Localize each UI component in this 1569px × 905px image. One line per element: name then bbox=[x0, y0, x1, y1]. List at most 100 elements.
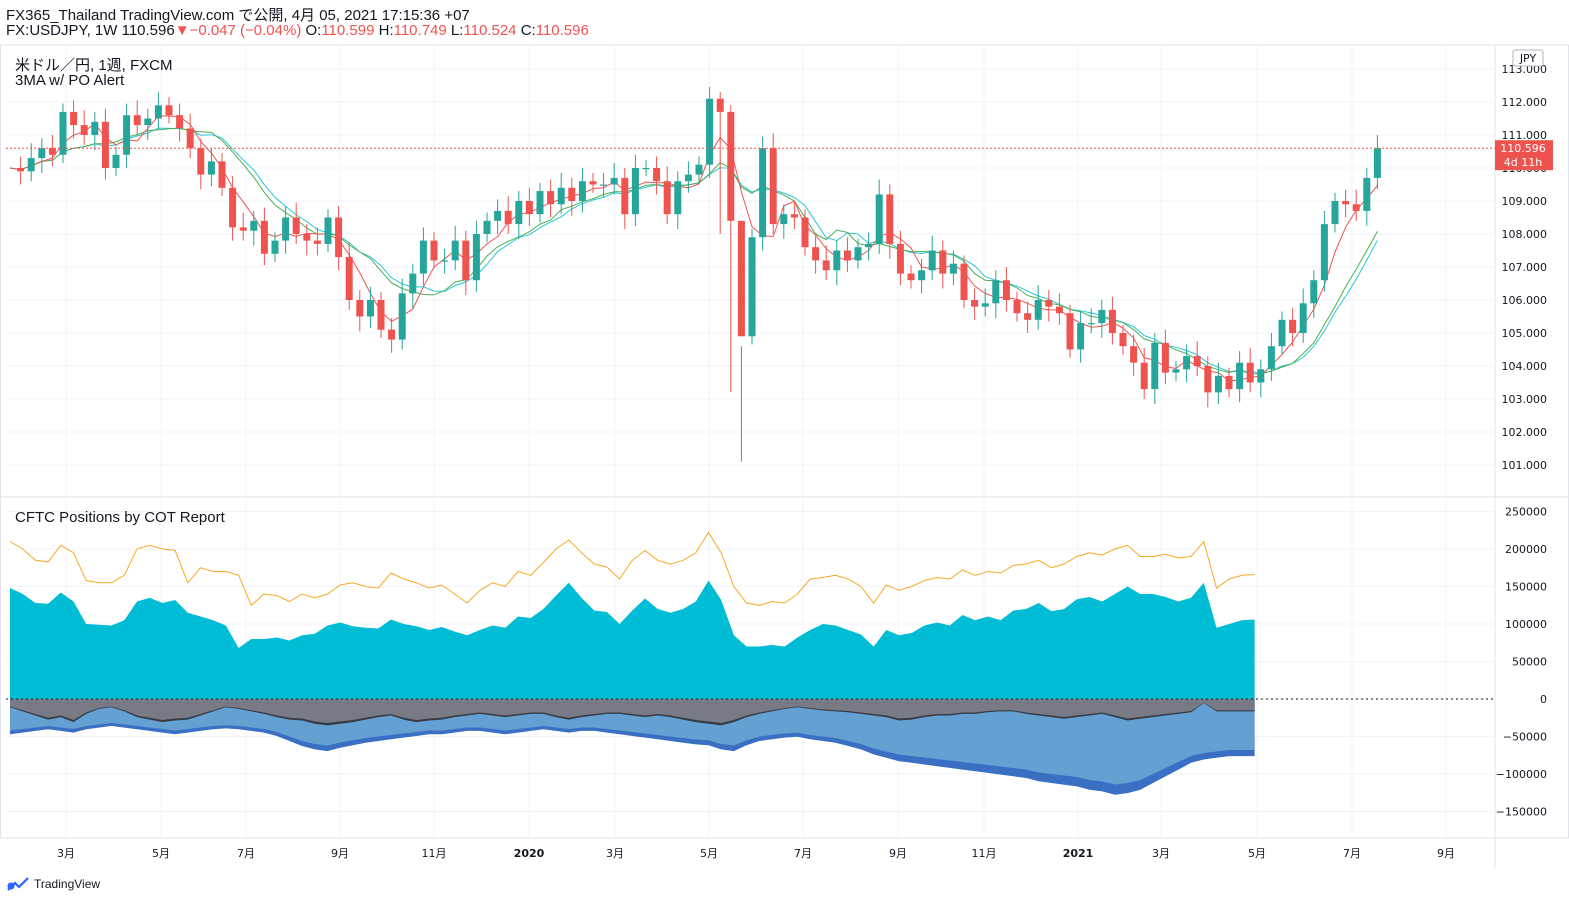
candle[interactable] bbox=[70, 100, 78, 139]
candle[interactable] bbox=[1013, 291, 1021, 322]
candle[interactable] bbox=[91, 111, 99, 150]
candle[interactable] bbox=[59, 103, 67, 164]
candle[interactable] bbox=[875, 179, 883, 254]
candle[interactable] bbox=[1193, 341, 1201, 376]
candle[interactable] bbox=[218, 153, 226, 197]
candle[interactable] bbox=[504, 196, 512, 234]
candle[interactable] bbox=[1108, 296, 1116, 345]
candle[interactable] bbox=[451, 225, 459, 271]
candle[interactable] bbox=[462, 230, 470, 296]
candle[interactable] bbox=[313, 227, 321, 256]
candle[interactable] bbox=[1024, 301, 1032, 333]
candle[interactable] bbox=[790, 201, 798, 230]
candle[interactable] bbox=[992, 270, 1000, 319]
candle[interactable] bbox=[398, 278, 406, 350]
candle[interactable] bbox=[918, 258, 926, 294]
candle[interactable] bbox=[48, 135, 56, 167]
candle[interactable] bbox=[123, 103, 131, 168]
candle[interactable] bbox=[653, 156, 661, 195]
candle[interactable] bbox=[1034, 285, 1042, 330]
candle[interactable] bbox=[536, 182, 544, 223]
candle[interactable] bbox=[1130, 334, 1138, 376]
candle[interactable] bbox=[748, 229, 756, 345]
candle[interactable] bbox=[1331, 192, 1339, 233]
candle[interactable] bbox=[154, 92, 162, 131]
candle[interactable] bbox=[388, 318, 396, 353]
candle[interactable] bbox=[949, 250, 957, 286]
candle[interactable] bbox=[833, 240, 841, 286]
candle[interactable] bbox=[674, 171, 682, 230]
candle[interactable] bbox=[843, 237, 851, 272]
candle[interactable] bbox=[1002, 267, 1010, 312]
candle[interactable] bbox=[886, 184, 894, 259]
candle[interactable] bbox=[1225, 367, 1233, 398]
candle[interactable] bbox=[1236, 351, 1244, 403]
candle[interactable] bbox=[1267, 333, 1275, 381]
candle[interactable] bbox=[631, 154, 639, 226]
candle[interactable] bbox=[1310, 270, 1318, 319]
candle[interactable] bbox=[1055, 293, 1063, 325]
candle[interactable] bbox=[578, 168, 586, 213]
candle[interactable] bbox=[525, 187, 533, 226]
candle[interactable] bbox=[939, 240, 947, 289]
candle[interactable] bbox=[812, 235, 820, 274]
candle[interactable] bbox=[1161, 329, 1169, 385]
candle[interactable] bbox=[165, 97, 173, 124]
candle[interactable] bbox=[366, 286, 374, 329]
candle[interactable] bbox=[801, 209, 809, 256]
candle[interactable] bbox=[186, 113, 194, 159]
candle[interactable] bbox=[1183, 344, 1191, 383]
candle[interactable] bbox=[1257, 359, 1265, 398]
candle[interactable] bbox=[663, 166, 671, 225]
candle[interactable] bbox=[1363, 168, 1371, 226]
candle[interactable] bbox=[27, 143, 35, 182]
candle[interactable] bbox=[260, 207, 268, 266]
candle[interactable] bbox=[1214, 362, 1222, 404]
candle[interactable] bbox=[610, 163, 618, 195]
candle[interactable] bbox=[1045, 290, 1053, 322]
candle[interactable] bbox=[971, 288, 979, 320]
candle[interactable] bbox=[896, 230, 904, 286]
candle[interactable] bbox=[854, 238, 862, 269]
candle[interactable] bbox=[207, 148, 215, 187]
candle[interactable] bbox=[419, 227, 427, 286]
candle[interactable] bbox=[759, 136, 767, 251]
candle[interactable] bbox=[822, 245, 830, 281]
candle[interactable] bbox=[324, 209, 332, 253]
candle[interactable] bbox=[621, 168, 629, 230]
candle[interactable] bbox=[557, 172, 565, 215]
candle[interactable] bbox=[229, 176, 237, 241]
candle[interactable] bbox=[441, 248, 449, 274]
candle[interactable] bbox=[769, 133, 777, 234]
candle[interactable] bbox=[409, 263, 417, 309]
candle[interactable] bbox=[737, 220, 745, 462]
candle[interactable] bbox=[1119, 324, 1127, 355]
candle[interactable] bbox=[1352, 189, 1360, 221]
candle[interactable] bbox=[1278, 311, 1286, 355]
candle[interactable] bbox=[684, 161, 692, 193]
candle[interactable] bbox=[1066, 304, 1074, 358]
candle[interactable] bbox=[1077, 311, 1085, 363]
candle[interactable] bbox=[345, 242, 353, 310]
candle[interactable] bbox=[1320, 210, 1328, 292]
candle[interactable] bbox=[101, 108, 109, 180]
candle[interactable] bbox=[642, 159, 650, 177]
candle[interactable] bbox=[239, 212, 247, 241]
candle[interactable] bbox=[1140, 347, 1148, 399]
candle[interactable] bbox=[568, 177, 576, 216]
candle[interactable] bbox=[865, 232, 873, 261]
candle[interactable] bbox=[430, 232, 438, 269]
candle[interactable] bbox=[928, 235, 936, 281]
candle[interactable] bbox=[1299, 288, 1307, 343]
cot-pane-title[interactable]: CFTC Positions by COT Report bbox=[15, 509, 225, 526]
candle[interactable] bbox=[494, 199, 502, 234]
candle[interactable] bbox=[1342, 189, 1350, 218]
candle[interactable] bbox=[1373, 135, 1381, 190]
candle[interactable] bbox=[112, 146, 120, 177]
currency-badge[interactable] bbox=[1512, 49, 1544, 67]
candle[interactable] bbox=[716, 92, 724, 234]
candle[interactable] bbox=[695, 156, 703, 183]
candle[interactable] bbox=[960, 255, 968, 309]
candle[interactable] bbox=[780, 204, 788, 239]
